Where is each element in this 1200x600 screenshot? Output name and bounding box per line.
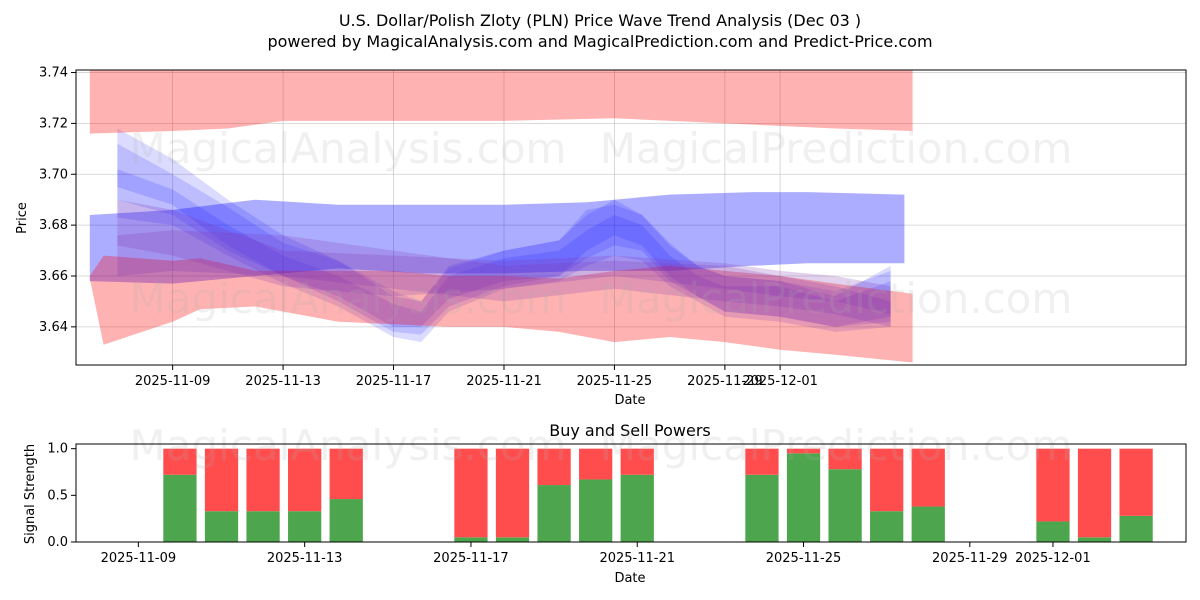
buy-bar (1119, 515, 1153, 542)
sell-bar (870, 448, 904, 512)
purple-wave-band (117, 199, 891, 315)
buy-sell-plot: Buy and Sell Powers MagicalAnalysis.com … (23, 421, 1187, 586)
bottom-plot-frame (75, 443, 1187, 543)
top-y-tick-label: 3.74 (39, 66, 68, 81)
top-y-axis-label: Price (15, 202, 30, 234)
red-wave-band (89, 255, 913, 363)
bottom-x-tick-label: 2025-11-25 (766, 551, 842, 566)
bottom-x-tick-label: 2025-11-17 (433, 551, 509, 566)
sell-bar (246, 448, 280, 512)
chart-title-line1: U.S. Dollar/Polish Zloty (PLN) Price Wav… (339, 11, 861, 30)
blue-wave-band (89, 192, 905, 284)
sell-bar (579, 448, 613, 480)
buy-bar (786, 453, 821, 542)
sell-bar (454, 448, 488, 538)
bottom-y-axis-label: Signal Strength (23, 444, 38, 544)
top-x-tick-label: 2025-11-13 (245, 374, 321, 389)
bottom-x-tick-label: 2025-11-21 (599, 551, 675, 566)
price-wave-plot: MagicalAnalysis.com MagicalPrediction.co… (15, 66, 1187, 408)
top-x-axis-label: Date (614, 393, 645, 408)
bottom-y-tick-label: 0.0 (47, 535, 68, 550)
watermark-bottom-1: MagicalAnalysis.com (130, 421, 567, 470)
watermark-mid-2: MagicalPrediction.com (600, 274, 1073, 323)
sell-bar (495, 448, 530, 538)
buy-bar (537, 485, 571, 542)
buy-bar (745, 474, 779, 542)
top-x-tick-label: 2025-11-21 (466, 374, 542, 389)
top-x-tick-label: 2025-11-17 (356, 374, 432, 389)
blue-wave-band (117, 169, 891, 343)
bottom-x-tick-label: 2025-11-29 (932, 551, 1008, 566)
buy-bar (163, 474, 197, 542)
red-wave-band (89, 70, 913, 134)
sell-bar (537, 448, 571, 486)
top-y-tick-label: 3.64 (39, 320, 68, 335)
sell-bar (1119, 448, 1153, 516)
sell-bar (1036, 448, 1070, 522)
sell-bar (163, 448, 197, 475)
buy-bar (1077, 537, 1112, 542)
top-x-tick-label: 2025-12-01 (742, 374, 818, 389)
blue-wave-band (117, 128, 891, 335)
bottom-x-tick-label: 2025-11-09 (101, 551, 177, 566)
sell-bar (828, 448, 862, 470)
watermark-top-2: MagicalPrediction.com (600, 124, 1073, 173)
top-x-tick-label: 2025-11-09 (135, 374, 211, 389)
sell-bar (620, 448, 654, 475)
sell-bar (786, 448, 821, 454)
top-x-tick-label: 2025-11-29 (687, 374, 763, 389)
sell-bar (745, 448, 779, 475)
top-y-tick-label: 3.72 (39, 116, 68, 131)
watermark-mid-1: MagicalAnalysis.com (130, 274, 567, 323)
sell-bar (204, 448, 239, 512)
buy-bar (828, 469, 862, 542)
top-y-tick-label: 3.70 (39, 167, 68, 182)
top-x-tick-label: 2025-11-25 (577, 374, 653, 389)
sell-bar (288, 448, 322, 512)
sell-bar (911, 448, 945, 507)
bottom-x-tick-label: 2025-12-01 (1015, 551, 1091, 566)
buy-bar (911, 506, 945, 542)
bottom-x-tick-label: 2025-11-13 (267, 551, 343, 566)
bottom-y-tick-label: 0.5 (47, 488, 68, 503)
top-plot-frame (75, 69, 1187, 366)
top-y-tick-label: 3.66 (39, 269, 68, 284)
buy-bar (579, 479, 613, 542)
buy-bar (204, 511, 239, 542)
bottom-chart-title: Buy and Sell Powers (549, 421, 711, 440)
bottom-y-tick-label: 1.0 (47, 442, 68, 457)
buy-bar (495, 537, 530, 542)
watermark-bottom-2: MagicalPrediction.com (600, 421, 1073, 470)
purple-wave-band (117, 230, 891, 327)
top-y-tick-label: 3.68 (39, 218, 68, 233)
watermark-top-1: MagicalAnalysis.com (130, 124, 567, 173)
chart-title-line2: powered by MagicalAnalysis.com and Magic… (267, 32, 932, 51)
buy-bar (870, 511, 904, 542)
blue-wave-band (117, 143, 891, 327)
buy-bar (1036, 521, 1070, 542)
sell-bar (329, 448, 363, 500)
buy-bar (329, 499, 363, 542)
buy-bar (246, 511, 280, 542)
buy-bar (288, 511, 322, 542)
buy-bar (620, 474, 654, 542)
buy-bar (454, 537, 488, 542)
bottom-x-axis-label: Date (614, 571, 645, 586)
sell-bar (1077, 448, 1112, 538)
